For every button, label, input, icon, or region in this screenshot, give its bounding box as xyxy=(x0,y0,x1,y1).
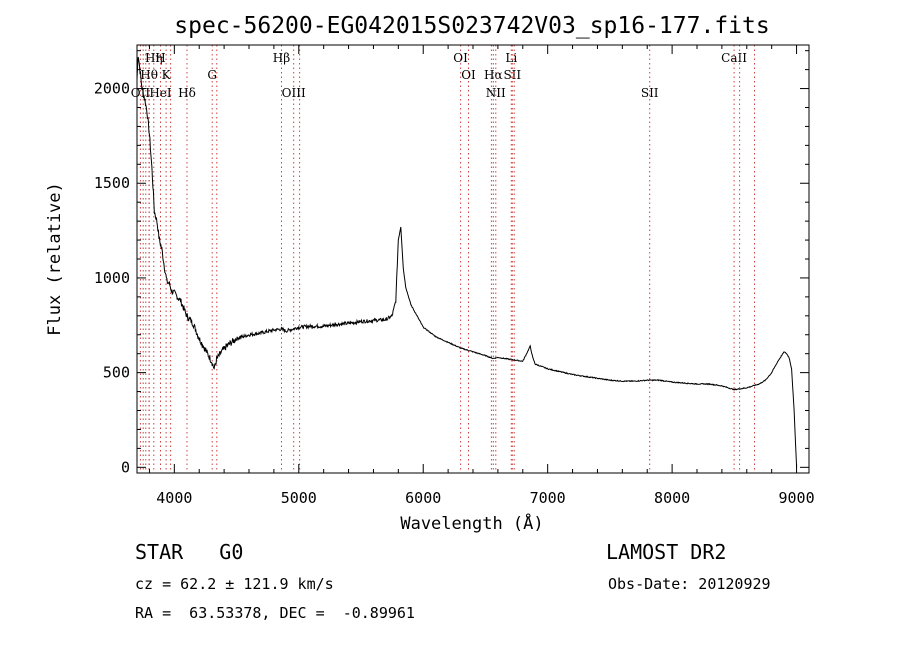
y-tick-label: 0 xyxy=(121,458,130,476)
marker-label: SII xyxy=(503,68,521,82)
marker-label: OI xyxy=(453,51,468,65)
marker-label: CaII xyxy=(721,51,747,65)
marker-label: H xyxy=(155,51,165,65)
marker-label: NII xyxy=(486,86,506,100)
x-tick-label: 7000 xyxy=(530,489,566,507)
x-tick-label: 8000 xyxy=(654,489,690,507)
x-tick-label: 4000 xyxy=(156,489,192,507)
spectral-class: STAR G0 xyxy=(135,540,244,564)
y-axis-label: Flux (relative) xyxy=(45,182,65,336)
x-axis: 4000 5000 6000 7000 8000 9000 xyxy=(148,45,815,507)
redshift-cz: cz = 62.2 ± 121.9 km/s xyxy=(135,575,334,593)
observation-date: Obs-Date: 20120929 xyxy=(608,575,771,593)
marker-label: K xyxy=(162,68,172,82)
x-tick-label: 5000 xyxy=(281,489,317,507)
x-tick-label: 9000 xyxy=(778,489,814,507)
x-axis-label: Wavelength (Å) xyxy=(400,512,543,534)
marker-label: OIII xyxy=(282,86,306,100)
y-tick-label: 2000 xyxy=(94,80,130,98)
spectrum-line xyxy=(136,56,798,468)
plot-frame xyxy=(136,44,810,474)
x-tick-label: 6000 xyxy=(405,489,441,507)
marker-label: HeI xyxy=(149,86,172,100)
marker-label: OI xyxy=(461,68,476,82)
marker-label: Hθ xyxy=(140,68,158,82)
marker-label: G xyxy=(207,68,217,82)
y-tick-label: 500 xyxy=(103,364,130,382)
marker-label: Hδ xyxy=(178,86,196,100)
y-tick-label: 1500 xyxy=(94,174,130,192)
y-axis: 0 500 1000 1500 2000 xyxy=(94,50,809,476)
marker-label: SII xyxy=(641,86,659,100)
spectrum-chart: spec-56200-EG042015S023742V03_sp16-177.f… xyxy=(45,13,815,534)
marker-label: OII xyxy=(131,86,151,100)
ra-dec: RA = 63.53378, DEC = -0.89961 xyxy=(135,604,415,622)
marker-label: Hβ xyxy=(273,51,290,65)
marker-label: Li xyxy=(505,51,517,65)
y-tick-label: 1000 xyxy=(94,269,130,287)
survey-name: LAMOST DR2 xyxy=(606,540,727,564)
chart-title: spec-56200-EG042015S023742V03_sp16-177.f… xyxy=(174,13,769,39)
marker-label: Hα xyxy=(484,68,503,82)
